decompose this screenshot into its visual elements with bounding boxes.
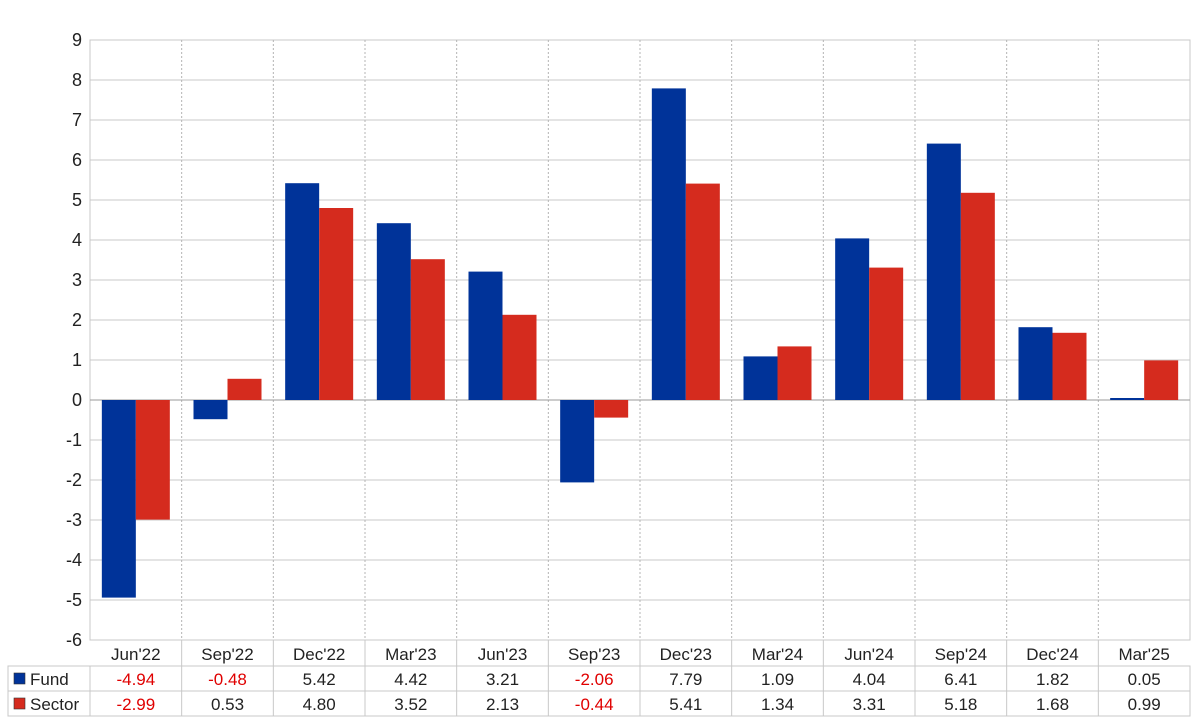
y-tick-label: -6	[66, 630, 82, 650]
bar-sector-2	[319, 208, 354, 400]
y-tick-label: 0	[72, 390, 82, 410]
bar-fund-10	[1018, 327, 1053, 400]
legend-swatch-fund	[13, 672, 26, 685]
bar-fund-6	[651, 88, 686, 401]
table-cell-sector: -2.99	[116, 695, 155, 714]
y-tick-label: 8	[72, 70, 82, 90]
bar-fund-9	[926, 143, 961, 400]
x-tick-label: Jun'24	[844, 645, 894, 664]
table-cell-fund: 4.04	[853, 670, 886, 689]
y-tick-label: 4	[72, 230, 82, 250]
table-cell-sector: 0.53	[211, 695, 244, 714]
bar-sector-5	[594, 400, 629, 418]
bar-fund-4	[468, 271, 503, 400]
table-cell-fund: 7.79	[669, 670, 702, 689]
x-tick-label: Jun'23	[478, 645, 528, 664]
legend-label-fund: Fund	[30, 670, 69, 689]
bar-sector-6	[685, 183, 720, 400]
bar-fund-8	[835, 238, 870, 400]
table-cell-fund: 6.41	[944, 670, 977, 689]
x-tick-label: Sep'24	[935, 645, 987, 664]
bar-fund-7	[743, 356, 778, 400]
bar-sector-1	[227, 378, 262, 400]
bar-sector-11	[1144, 360, 1179, 400]
bars-layer	[101, 88, 1179, 598]
grid-lines	[89, 39, 1191, 641]
x-tick-label: Dec'24	[1026, 645, 1078, 664]
y-tick-label: -3	[66, 510, 82, 530]
bar-sector-10	[1052, 332, 1087, 400]
table-cell-fund: 0.05	[1128, 670, 1161, 689]
legend-label-sector: Sector	[30, 695, 79, 714]
table-cell-sector: 3.31	[853, 695, 886, 714]
table-cell-fund: -4.94	[116, 670, 155, 689]
y-tick-label: 7	[72, 110, 82, 130]
bar-sector-7	[777, 346, 812, 400]
table-cell-sector: 5.18	[944, 695, 977, 714]
x-tick-label: Dec'23	[660, 645, 712, 664]
y-tick-label: 3	[72, 270, 82, 290]
bar-fund-3	[376, 223, 411, 400]
x-tick-label: Jun'22	[111, 645, 161, 664]
bar-fund-1	[193, 400, 228, 420]
legend-swatch-sector	[13, 697, 26, 710]
table-cell-sector: 5.41	[669, 695, 702, 714]
y-tick-label: 9	[72, 30, 82, 50]
bar-fund-11	[1110, 398, 1145, 400]
x-tick-label: Sep'23	[568, 645, 620, 664]
bar-sector-9	[960, 192, 995, 400]
table-cell-sector: 1.68	[1036, 695, 1069, 714]
table-cell-sector: 2.13	[486, 695, 519, 714]
table-cell-fund: 1.09	[761, 670, 794, 689]
bar-sector-4	[502, 314, 537, 400]
bar-fund-0	[101, 400, 136, 598]
x-tick-label: Dec'22	[293, 645, 345, 664]
y-tick-label: -5	[66, 590, 82, 610]
bar-fund-2	[285, 183, 320, 400]
table-cell-fund: -0.48	[208, 670, 247, 689]
table-cell-fund: 5.42	[303, 670, 336, 689]
table-cell-fund: 4.42	[394, 670, 427, 689]
table-cell-sector: 4.80	[303, 695, 336, 714]
y-tick-label: -2	[66, 470, 82, 490]
bar-sector-0	[135, 400, 170, 520]
y-tick-label: 2	[72, 310, 82, 330]
y-tick-label: 5	[72, 190, 82, 210]
y-axis-ticks: 9 8 7 6 5 4 3 2 1 0 -1 -2 -3 -4 -5 -6	[66, 30, 82, 650]
x-tick-label: Mar'23	[385, 645, 436, 664]
table-cell-fund: 1.82	[1036, 670, 1069, 689]
table-cell-fund: -2.06	[575, 670, 614, 689]
y-tick-label: -4	[66, 550, 82, 570]
table-cell-sector: -0.44	[575, 695, 614, 714]
bar-sector-3	[410, 259, 445, 400]
y-tick-label: 1	[72, 350, 82, 370]
table-cell-sector: 1.34	[761, 695, 794, 714]
bar-fund-5	[560, 400, 595, 483]
x-tick-label: Mar'24	[752, 645, 803, 664]
x-tick-label: Mar'25	[1118, 645, 1169, 664]
table-cell-sector: 0.99	[1128, 695, 1161, 714]
x-tick-label: Sep'22	[201, 645, 253, 664]
y-tick-label: 6	[72, 150, 82, 170]
data-table: Jun'22 Sep'22 Dec'22 Mar'23 Jun'23 Sep'23 Dec'…	[7, 640, 1191, 717]
bar-sector-8	[869, 267, 904, 400]
y-tick-label: -1	[66, 430, 82, 450]
table-cell-fund: 3.21	[486, 670, 519, 689]
table-cell-sector: 3.52	[394, 695, 427, 714]
